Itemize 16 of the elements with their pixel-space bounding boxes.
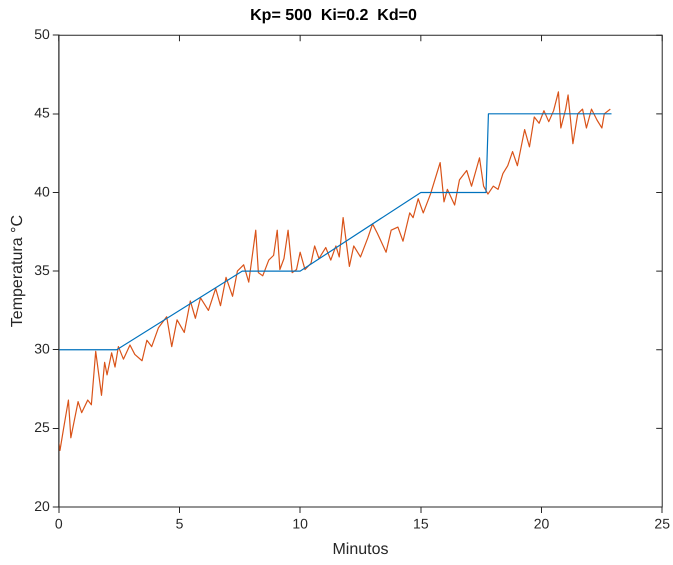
- y-tick-label: 30: [34, 340, 50, 357]
- x-tick-label: 20: [534, 515, 550, 532]
- x-tick-label: 15: [413, 515, 429, 532]
- x-tick-label: 25: [654, 515, 670, 532]
- x-tick-label: 0: [54, 515, 63, 532]
- y-tick-label: 50: [34, 26, 50, 42]
- chart-title: Kp= 500 Ki=0.2 Kd=0: [250, 7, 417, 24]
- y-tick-label: 45: [34, 104, 50, 121]
- y-tick-label: 35: [34, 262, 50, 278]
- x-tick-label: 5: [176, 515, 184, 532]
- y-tick-label: 25: [34, 419, 50, 436]
- y-tick-label: 20: [34, 498, 50, 514]
- y-tick-label: 40: [34, 183, 50, 200]
- x-axis-title: Minutos: [332, 540, 389, 558]
- y-axis-title: Temperatura °C: [9, 214, 26, 328]
- x-tick-label: 10: [292, 515, 308, 532]
